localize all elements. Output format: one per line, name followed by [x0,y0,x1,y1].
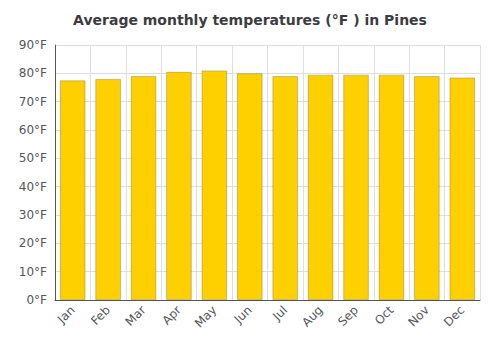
svg-text:40°F: 40°F [19,180,47,194]
svg-text:Jul: Jul [269,303,290,324]
svg-text:90°F: 90°F [19,38,47,52]
svg-text:Average monthly temperatures (: Average monthly temperatures (°F ) in Pi… [73,12,427,28]
svg-text:Dec: Dec [441,303,467,329]
svg-text:Apr: Apr [159,303,184,328]
svg-text:50°F: 50°F [19,151,47,165]
svg-text:Oct: Oct [372,303,397,328]
svg-text:60°F: 60°F [19,123,47,137]
svg-text:0°F: 0°F [26,293,47,307]
svg-text:70°F: 70°F [19,95,47,109]
svg-text:Jun: Jun [231,303,255,327]
svg-text:30°F: 30°F [19,208,47,222]
svg-text:Jan: Jan [54,303,78,327]
svg-text:80°F: 80°F [19,66,47,80]
svg-text:10°F: 10°F [19,265,47,279]
svg-text:Aug: Aug [299,303,325,329]
svg-text:Mar: Mar [123,303,149,329]
svg-text:20°F: 20°F [19,236,47,250]
svg-text:Sep: Sep [335,303,361,329]
svg-text:May: May [192,303,219,330]
svg-text:Nov: Nov [405,303,431,329]
svg-text:Feb: Feb [88,303,113,328]
